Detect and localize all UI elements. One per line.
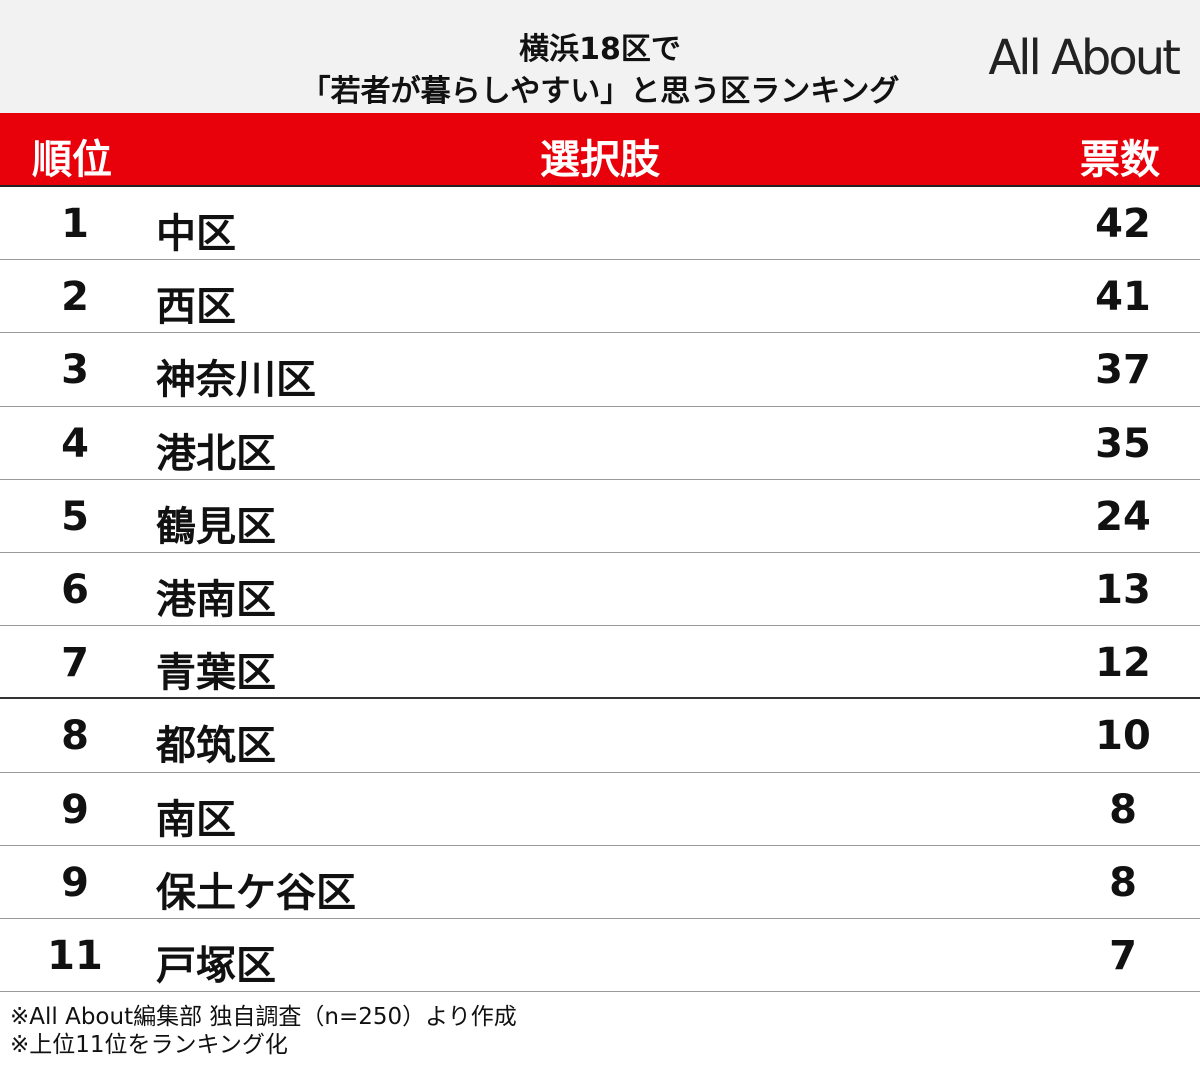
table-body: 1 中区 42 2 西区 41 3 神奈川区 37 4 港北区 35 5 鶴見区 24 6 港南区 13 7 青葉区 1… — [0, 187, 1200, 993]
table-row: 1 中区 42 — [0, 187, 1200, 261]
table-row: 8 都筑区 10 — [0, 699, 1200, 773]
rank-cell: 2 — [61, 274, 89, 321]
name-cell: 保土ケ谷区 — [156, 869, 356, 916]
footnote: ※All About編集部 独自調査（n=250）より作成 — [10, 1004, 517, 1030]
votes-cell: 7 — [1109, 932, 1137, 979]
name-cell: 神奈川区 — [156, 357, 316, 404]
table-header: 順位 選択肢 票数 — [0, 113, 1200, 187]
votes-cell: 37 — [1095, 347, 1151, 394]
name-cell: 西区 — [156, 284, 236, 331]
name-cell: 港北区 — [156, 430, 276, 477]
votes-cell: 8 — [1109, 786, 1137, 833]
rank-cell: 9 — [61, 786, 89, 833]
header-band: 横浜18区で 「若者が暮らしやすい」と思う区ランキング All About — [0, 0, 1200, 113]
table-row: 4 港北区 35 — [0, 407, 1200, 480]
rank-cell: 1 — [61, 201, 89, 247]
votes-cell: 35 — [1095, 420, 1151, 467]
table-row: 2 西区 41 — [0, 260, 1200, 334]
votes-cell: 13 — [1095, 566, 1151, 613]
votes-cell: 10 — [1095, 713, 1151, 760]
footnote: ※上位11位をランキング化 — [10, 1032, 288, 1058]
table-row: 3 神奈川区 37 — [0, 333, 1200, 407]
name-cell: 鶴見区 — [156, 503, 276, 550]
title-line: 横浜18区で — [519, 32, 681, 67]
table-row: 11 戸塚区 7 — [0, 919, 1200, 993]
title-line: 「若者が暮らしやすい」と思う区ランキング — [300, 74, 900, 109]
table-row: 9 南区 8 — [0, 773, 1200, 846]
name-cell: 港南区 — [156, 576, 276, 623]
rank-cell: 9 — [61, 859, 89, 906]
table-row: 9 保土ケ谷区 8 — [0, 846, 1200, 919]
votes-cell: 41 — [1095, 274, 1151, 321]
name-cell: 青葉区 — [156, 650, 276, 697]
table-row: 6 港南区 13 — [0, 553, 1200, 627]
votes-cell: 42 — [1095, 201, 1151, 247]
name-cell: 南区 — [156, 796, 236, 843]
votes-cell: 12 — [1095, 640, 1151, 687]
logo: All About — [988, 30, 1181, 86]
votes-cell: 8 — [1109, 859, 1137, 906]
rank-cell: 7 — [61, 640, 89, 687]
column-header: 選択肢 — [540, 137, 660, 183]
rank-cell: 4 — [61, 420, 89, 467]
votes-cell: 24 — [1095, 493, 1151, 540]
rank-cell: 11 — [47, 932, 103, 979]
table-row: 7 青葉区 12 — [0, 626, 1200, 700]
column-header: 順位 — [32, 137, 112, 183]
rank-cell: 3 — [61, 347, 89, 394]
rank-cell: 6 — [61, 566, 89, 613]
table-row: 5 鶴見区 24 — [0, 480, 1200, 553]
name-cell: 中区 — [156, 211, 236, 257]
name-cell: 都筑区 — [156, 723, 276, 770]
rank-cell: 8 — [61, 713, 89, 760]
rank-cell: 5 — [61, 493, 89, 540]
column-header: 票数 — [1080, 137, 1160, 183]
name-cell: 戸塚区 — [156, 942, 276, 989]
